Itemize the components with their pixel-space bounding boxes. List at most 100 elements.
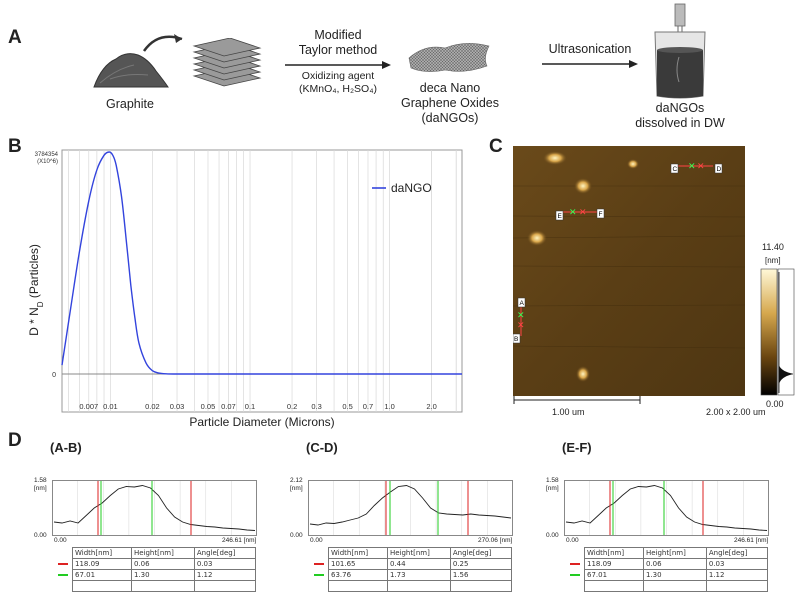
x-tick-label: 1.0 (384, 402, 394, 411)
color-scale-unit: [nm] (765, 256, 781, 265)
final-label: daNGOs dissolved in DW (620, 101, 740, 131)
x-tick-label: 0.2 (287, 402, 297, 411)
row2-angle: 1.12 (705, 569, 769, 581)
final-line-2: dissolved in DW (635, 116, 725, 130)
product-label: deca Nano Graphene Oxides (daNGOs) (395, 81, 505, 126)
row2-angle: 1.56 (449, 569, 513, 581)
header-height: Height[nm] (386, 547, 451, 559)
row1-angle: 0.03 (193, 558, 257, 570)
graphene-layers-illustration (192, 38, 262, 87)
height-profile-line (53, 485, 256, 531)
height-profile-line (565, 485, 768, 531)
ultrasonication-label: Ultrasonication (548, 42, 632, 56)
afm-size-label: 2.00 x 2.00 um (706, 407, 766, 417)
profile-ymax: 1.58 (546, 477, 559, 484)
x-tick-label: 0.01 (103, 402, 118, 411)
color-scale-min: 0.00 (766, 399, 784, 409)
profile-xmin: 0.00 (566, 537, 579, 544)
arrow1-icon (285, 61, 391, 69)
arrow1-top-text: Modified Taylor method (283, 28, 393, 58)
profile-ymin: 0.00 (290, 532, 303, 539)
color-scale-max: 11.40 (762, 242, 784, 252)
row2-width: 67.01 (72, 569, 132, 581)
x-tick-label: 0.7 (363, 402, 373, 411)
header-angle: Angle[deg] (705, 547, 769, 559)
graphene-oxide-sheet (408, 43, 490, 72)
red-swatch (314, 563, 324, 565)
y-scale-label: (X10^6) (37, 159, 58, 165)
marker-a: A (520, 300, 525, 307)
marker-e: E (558, 213, 563, 220)
marker-ef-cross: ✕ (569, 207, 577, 217)
x-tick-label: 0.5 (342, 402, 352, 411)
daNGO-series-line (61, 151, 462, 375)
row2-width: 67.01 (584, 569, 644, 581)
x-axis-label: Particle Diameter (Microns) (189, 415, 334, 429)
marker-ab-cross: ✕ (517, 310, 525, 320)
profile-panel: (C-D) 2.12 [nm] 0.00 0.00 270.06 [nm] Width[nm… (290, 440, 530, 600)
final-line-1: daNGOs (655, 101, 705, 115)
table-row: 118.09 0.06 0.03 (568, 558, 769, 570)
arrow1-bottom-text: Oxidizing agent (KMnO₄, H₂SO₄) (280, 70, 396, 96)
x-tick-label: 0.03 (170, 402, 185, 411)
x-tick-label: 2.0 (426, 402, 436, 411)
row1-angle: 0.03 (705, 558, 769, 570)
row1-width: 101.65 (328, 558, 388, 570)
profile-xmin: 0.00 (310, 537, 323, 544)
header-angle: Angle[deg] (449, 547, 513, 559)
marker-b: B (514, 336, 518, 343)
marker-cd-cross2: ✕ (697, 161, 705, 171)
x-tick-labels: 0.007 0.01 0.02 0.03 0.05 0.07 0.1 0.2 0.3 0.5 0.7… (79, 402, 436, 411)
table-row (56, 580, 257, 592)
panel-label-b: B (8, 136, 22, 157)
table-header-row: Width[nm] Height[nm] Angle[deg] (568, 547, 769, 559)
y-axis-label-sub: D (36, 301, 45, 307)
marker-cd-cross: ✕ (688, 161, 696, 171)
table-row: 67.01 1.30 1.12 (56, 569, 257, 581)
profile-panel: (E-F) 1.58 [nm] 0.00 0.00 246.61 [nm] Width[nm… (546, 440, 786, 600)
profile-unit: [nm] (546, 485, 559, 492)
row1-height: 0.06 (130, 558, 195, 570)
graphite-label: Graphite (106, 97, 154, 111)
plot-frame (61, 149, 463, 413)
header-height: Height[nm] (642, 547, 707, 559)
method-line-1: Modified (314, 28, 362, 42)
x-tick-label: 0.05 (201, 402, 216, 411)
header-width: Width[nm] (328, 547, 388, 559)
product-line-1: deca Nano (419, 81, 481, 95)
table-row: 101.65 0.44 0.25 (312, 558, 513, 570)
measurement-table: Width[nm] Height[nm] Angle[deg] 118.09 0.06 0… (56, 547, 257, 592)
header-width: Width[nm] (584, 547, 644, 559)
row2-width: 63.76 (328, 569, 388, 581)
color-scale-bar (760, 268, 795, 396)
red-swatch (58, 563, 68, 565)
table-row: 118.09 0.06 0.03 (56, 558, 257, 570)
table-header-row: Width[nm] Height[nm] Angle[deg] (312, 547, 513, 559)
row2-height: 1.30 (130, 569, 195, 581)
profile-plot (564, 480, 769, 536)
scalebar-label: 1.00 um (552, 407, 585, 417)
x-tick-label: 0.3 (311, 402, 321, 411)
panel-label-c: C (489, 136, 503, 157)
table-header-row: Width[nm] Height[nm] Angle[deg] (56, 547, 257, 559)
x-tick-label: 0.07 (221, 402, 236, 411)
table-row: 67.01 1.30 1.12 (568, 569, 769, 581)
height-profile-line (309, 485, 512, 526)
y-axis-label: D * ND (Particles) (27, 244, 45, 336)
profile-xmin: 0.00 (54, 537, 67, 544)
profile-plot (308, 480, 513, 536)
marker-ab-cross2: ✕ (517, 320, 525, 330)
marker-c: C (673, 166, 678, 173)
profile-ymax: 2.12 (290, 477, 303, 484)
panel-label-a: A (8, 27, 22, 48)
x-tick-label: 0.02 (145, 402, 160, 411)
panel-label-d: D (8, 430, 22, 451)
row1-height: 0.44 (386, 558, 451, 570)
product-line-3: (daNGOs) (421, 111, 479, 125)
profile-plot (52, 480, 257, 536)
header-angle: Angle[deg] (193, 547, 257, 559)
profile-title: (A-B) (50, 440, 82, 455)
row2-height: 1.30 (642, 569, 707, 581)
measurement-table: Width[nm] Height[nm] Angle[deg] 101.65 0.44 0… (312, 547, 513, 592)
profile-ymin: 0.00 (546, 532, 559, 539)
